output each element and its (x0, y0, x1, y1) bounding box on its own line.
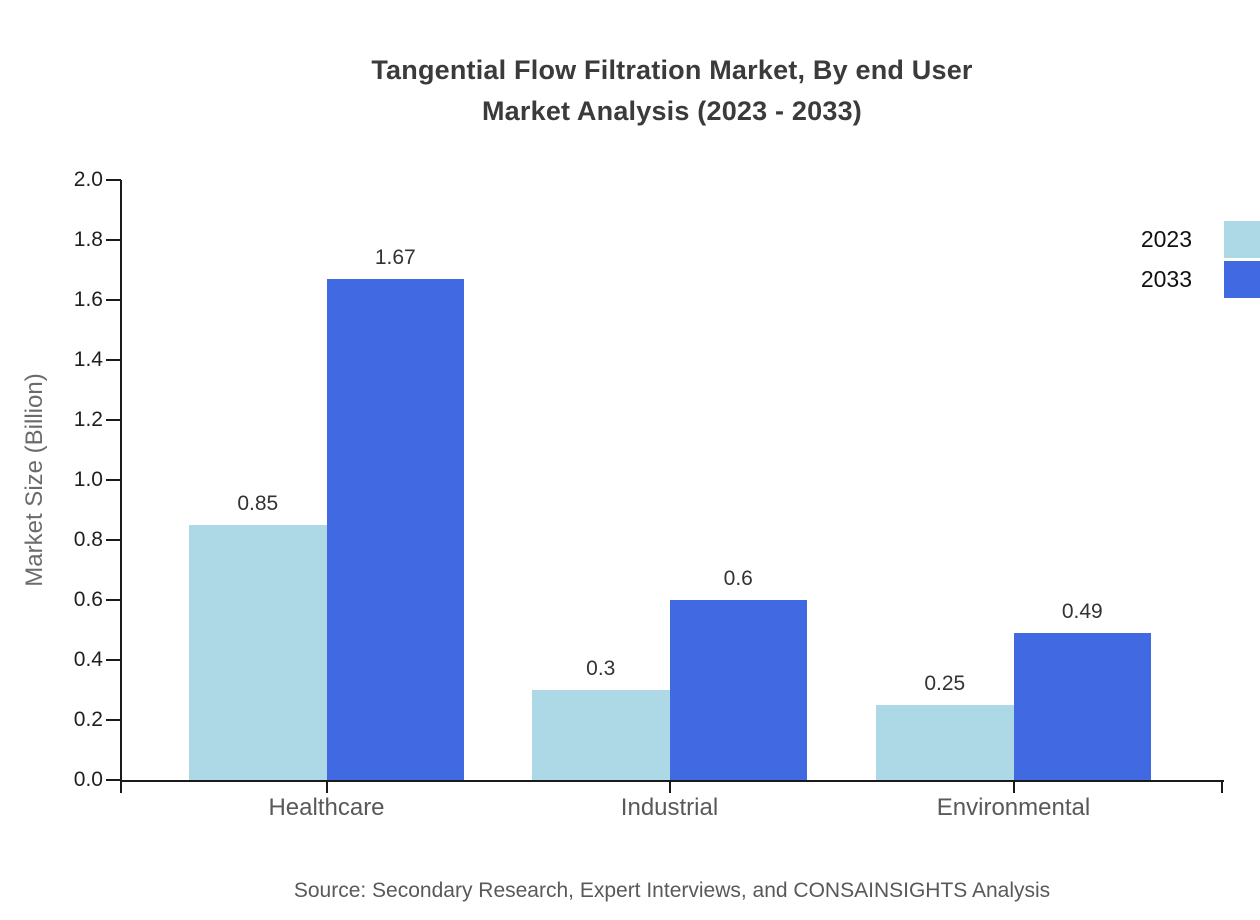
x-tick (1012, 781, 1015, 793)
y-tick-label: 0.2 (73, 708, 103, 731)
bar-value-label: 0.85 (237, 492, 279, 515)
source-note: Source: Secondary Research, Expert Inter… (293, 879, 1051, 902)
x-axis-end-tick (1221, 781, 1223, 793)
y-axis-spine (120, 180, 122, 793)
y-tick (106, 359, 121, 361)
bar-value-label: 0.3 (586, 657, 616, 680)
y-tick-label: 0.6 (73, 588, 103, 611)
y-tick (106, 239, 121, 241)
y-tick-label: 2.0 (73, 168, 103, 191)
y-tick (106, 659, 121, 661)
x-axis-spine (120, 780, 1224, 782)
y-tick-label: 1.2 (73, 408, 103, 431)
legend-label: 2023 (1140, 225, 1192, 252)
bar-2033-industrial (669, 600, 807, 780)
x-tick (325, 781, 328, 793)
y-tick (106, 539, 121, 541)
bar-2033-healthcare (326, 279, 464, 780)
bar-2023-healthcare (189, 525, 327, 780)
legend-item-2023: 2023 (1141, 219, 1260, 259)
y-tick-label: 1.6 (73, 288, 103, 311)
legend-swatch-2033 (1224, 260, 1260, 298)
y-tick (106, 419, 121, 421)
y-tick (106, 779, 121, 781)
y-tick-label: 0.8 (73, 528, 103, 551)
legend-item-2033: 2033 (1141, 259, 1260, 299)
y-tick (106, 599, 121, 601)
category-label: Healthcare (268, 794, 385, 821)
bar-2033-environmental (1013, 633, 1151, 780)
legend-label: 2033 (1140, 265, 1192, 292)
y-tick (106, 179, 121, 181)
y-tick-label: 1.4 (73, 348, 103, 371)
legend: 2023 2033 (1141, 219, 1260, 299)
bar-value-label: 0.25 (924, 672, 966, 695)
bar-value-label: 1.67 (374, 246, 416, 269)
category-label: Environmental (936, 794, 1091, 821)
y-tick (106, 299, 121, 301)
y-tick-label: 1.0 (73, 468, 103, 491)
category-label: Industrial (620, 794, 719, 821)
x-tick (668, 781, 671, 793)
y-tick (106, 479, 121, 481)
bar-value-label: 0.6 (723, 567, 753, 590)
y-tick-label: 0.0 (73, 768, 103, 791)
y-tick-label: 1.8 (73, 228, 103, 251)
bar-2023-industrial (532, 690, 670, 780)
chart-title: Tangential Flow Filtration Market, By en… (371, 55, 973, 126)
bar-value-label: 0.49 (1061, 600, 1103, 623)
y-tick (106, 719, 121, 721)
bar-2023-environmental (876, 705, 1014, 780)
y-tick-label: 0.4 (73, 648, 103, 671)
legend-swatch-2023 (1224, 220, 1260, 258)
